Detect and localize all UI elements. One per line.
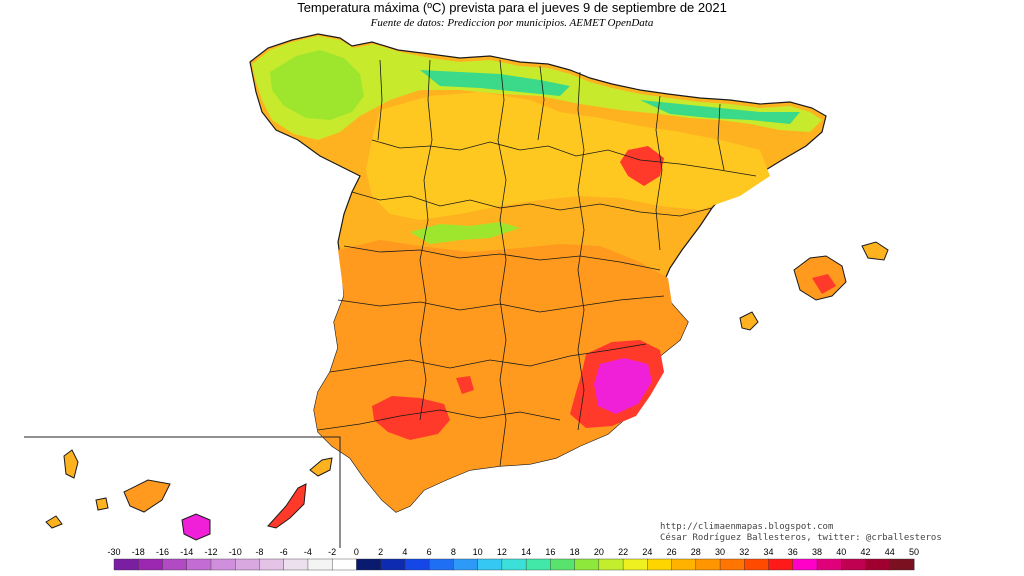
legend-swatch [889,558,915,571]
legend-swatch [235,558,260,571]
legend-tick-label: -16 [156,547,169,557]
legend-tick-label: 40 [836,547,846,557]
hot-spot-murcia-magenta [594,358,652,414]
legend-swatch [380,558,406,571]
legend-tick-label: 6 [427,547,432,557]
legend-tick-label: -12 [204,547,217,557]
legend-swatch [841,558,867,571]
gran-canaria [181,513,211,541]
legend-tick-label: 20 [594,547,604,557]
legend-swatch [550,558,576,571]
legend-tick-label: -8 [255,547,263,557]
la-gomera [95,497,109,511]
hot-spot-guadalquivir [372,396,450,440]
canary-islands-inset [24,436,341,548]
legend-swatch [671,558,697,571]
legend-tick-label: 38 [812,547,822,557]
legend-swatch [162,558,188,571]
legend-swatch [695,558,721,571]
legend-tick-label: 0 [354,547,359,557]
legend-tick-label: -18 [132,547,145,557]
peninsula [249,33,827,513]
legend-swatch [331,558,357,571]
cool-zone-cantabria [420,70,570,96]
credit-url: http://climaenmapas.blogspot.com [660,522,834,532]
legend-swatch [356,558,382,571]
legend-tick-label: 12 [497,547,507,557]
hot-spot-ebro [620,146,664,186]
cool-zone-pyrenees [640,100,800,124]
legend-swatch [477,558,503,571]
legend-tick-label: 26 [667,547,677,557]
legend-tick-label: -4 [304,547,312,557]
credit-author: César Rodríguez Ballesteros, twitter: @c… [660,533,942,543]
legend-swatch [598,558,624,571]
legend-tick-label: -30 [107,547,120,557]
legend-tick-label: 28 [691,547,701,557]
legend-tick-label: 30 [715,547,725,557]
legend-swatch [453,558,479,571]
legend-tick-label: 16 [545,547,555,557]
legend-swatch [138,558,163,571]
legend-tick-label: 32 [739,547,749,557]
legend-tick-label: 14 [521,547,531,557]
legend-swatch [525,558,551,571]
map-title: Temperatura máxima (ºC) prevista para el… [297,0,727,15]
legend-swatch [719,558,745,571]
cool-zone-galicia [270,50,364,120]
legend-swatch [744,558,770,571]
legend-tick-label: -2 [328,547,336,557]
legend-tick-label: -10 [229,547,242,557]
region-borders [317,59,757,467]
legend-swatch [792,558,818,571]
balearic-islands [739,241,889,331]
legend-swatch [501,558,527,571]
legend-swatch [307,558,333,571]
green-zone-central-system [410,222,520,244]
legend-tick-label: 2 [378,547,383,557]
legend-swatch [259,558,285,571]
legend-swatch [768,558,794,571]
yellow-zone-north [366,92,770,220]
inset-frame [24,436,341,548]
legend-tick-label: 34 [764,547,774,557]
legend-swatch [647,558,673,571]
legend-swatch [283,558,309,571]
lanzarote [309,457,333,477]
legend-swatch [622,558,648,571]
color-legend: -30 -18 -16 -14 -12 -10 -8 -6 -4 -2 0 2 4 6 8 10 12 14 16 1… [107,547,919,571]
ibiza [739,311,759,331]
legend-tick-label: 42 [861,547,871,557]
legend-tick-label: 4 [402,547,407,557]
legend-tick-label: 36 [788,547,798,557]
legend-tick-label: -14 [180,547,193,557]
legend-tick-label: 44 [885,547,895,557]
legend-swatch [816,558,842,571]
mallorca-hot [812,274,836,294]
legend-swatch [428,558,454,571]
menorca [861,241,889,261]
el-hierro [45,515,63,529]
legend-swatch [865,558,891,571]
legend-swatch [574,558,600,571]
tenerife [123,479,171,513]
legend-tick-label: 50 [909,547,919,557]
fuerteventura [267,483,307,529]
credit-block: http://climaenmapas.blogspot.com César R… [660,522,942,544]
legend-tick-label: 10 [473,547,483,557]
legend-swatch [210,558,236,571]
legend-swatch [113,558,139,571]
hot-spot-jaen [456,376,474,394]
legend-swatch [186,558,212,571]
legend-tick-label: -6 [280,547,288,557]
map-subtitle: Fuente de datos: Prediccion por municipi… [370,17,654,29]
la-palma [63,449,79,479]
legend-tick-label: 24 [642,547,652,557]
legend-tick-label: 22 [618,547,628,557]
legend-tick-label: 18 [570,547,580,557]
legend-tick-label: 8 [451,547,456,557]
legend-swatch [404,558,430,571]
